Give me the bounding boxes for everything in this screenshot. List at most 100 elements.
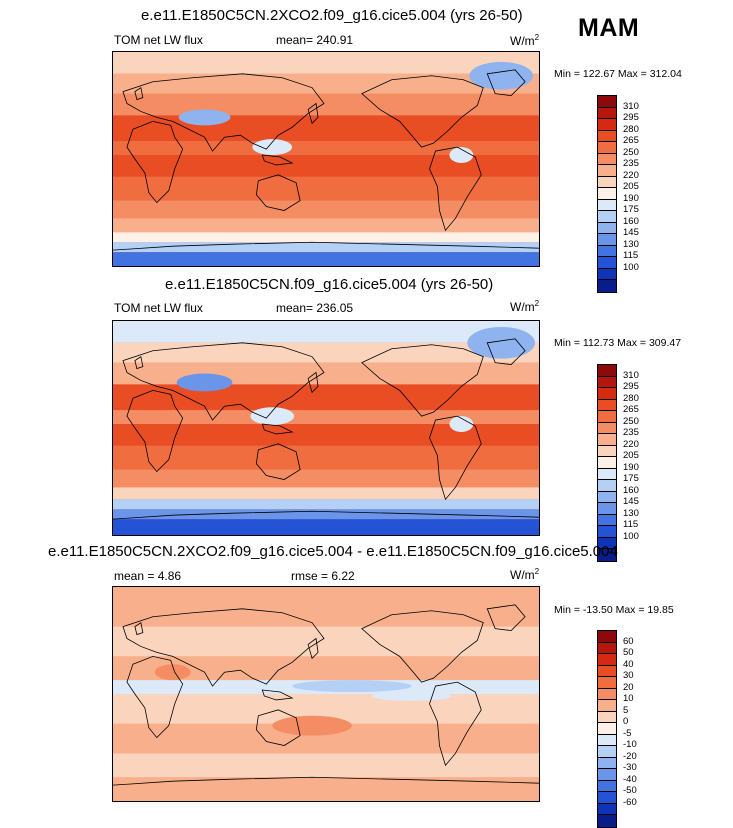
panel1-units: W/m2 <box>510 33 540 48</box>
field-patch <box>154 664 191 681</box>
colorbar-swatch <box>598 723 616 735</box>
field-patch <box>252 139 293 156</box>
colorbar-swatch <box>598 457 616 469</box>
colorbar-swatch <box>598 688 616 700</box>
colorbar-tick-label: 310 <box>623 369 639 381</box>
colorbar-swatch <box>598 468 616 480</box>
field-band <box>113 509 539 520</box>
field-band <box>113 469 539 488</box>
field-band <box>113 73 539 94</box>
coastline <box>261 154 294 166</box>
colorbar-swatch <box>598 514 616 526</box>
colorbar-tick-label: 5 <box>623 704 629 716</box>
colorbar-tick-label: -30 <box>623 762 637 773</box>
colorbar-swatch <box>598 142 616 154</box>
colorbar-tick-label: 160 <box>623 215 639 227</box>
colorbar-tick-label: 310 <box>623 100 639 112</box>
colorbar-swatch <box>598 746 616 758</box>
coastline <box>122 73 325 152</box>
colorbar-tick-label: -50 <box>623 785 637 796</box>
field-band <box>113 200 539 219</box>
field-band <box>113 155 539 177</box>
coastline <box>134 356 144 370</box>
field-patch <box>250 407 295 426</box>
colorbar-tick-label: -40 <box>623 773 637 785</box>
colorbar-swatch <box>598 445 616 457</box>
panel2-variable-label: TOM net LW flux <box>114 301 203 315</box>
colorbar-swatch <box>598 480 616 492</box>
colorbar-tick-label: 115 <box>623 250 639 261</box>
colorbar-tick-label: 250 <box>623 415 639 427</box>
coastline <box>255 709 301 746</box>
colorbar-tick-label: 220 <box>623 169 639 181</box>
colorbar-tick-label: 145 <box>623 227 639 238</box>
field-patch <box>178 109 231 126</box>
panel1-mean-label: mean= 240.91 <box>276 33 354 47</box>
colorbar-tick-label: 50 <box>623 647 634 658</box>
field-band <box>113 321 539 343</box>
coastline <box>307 637 319 660</box>
colorbar-tick-label: 220 <box>623 438 639 450</box>
colorbar-tick-label: 160 <box>623 484 639 496</box>
colorbar-swatch <box>598 188 616 200</box>
coastline <box>486 604 526 632</box>
colorbar-tick-label: 190 <box>623 461 639 473</box>
colorbar-tick-label: 235 <box>623 158 639 169</box>
colorbar-swatch <box>598 549 616 561</box>
field-band <box>113 487 539 500</box>
coastline <box>361 344 484 417</box>
field-band <box>113 445 539 470</box>
colorbar-tick-label: 115 <box>623 519 639 530</box>
colorbar-swatch <box>598 734 616 746</box>
colorbar-swatch <box>598 280 616 292</box>
coastline <box>113 510 539 520</box>
coastline <box>307 102 319 125</box>
panel3-mean-label: mean = 4.86 <box>114 569 182 583</box>
colorbar-tick-label: 130 <box>623 238 639 250</box>
colorbar-tick-label: 30 <box>623 670 634 681</box>
coastline <box>486 338 526 366</box>
field-band <box>113 410 539 425</box>
colorbar-tick-label: 10 <box>623 693 634 704</box>
panel1-title: e.e11.E1850C5CN.2XCO2.f09_g16.cice5.004 … <box>141 7 523 24</box>
coastline <box>113 776 539 786</box>
field-band <box>113 115 539 142</box>
colorbar-swatch <box>598 245 616 257</box>
colorbar-swatch <box>598 222 616 234</box>
field-band <box>113 176 539 201</box>
colorbar-swatch <box>598 792 616 804</box>
coastline <box>134 87 144 101</box>
colorbar-swatch <box>598 199 616 211</box>
colorbar-tick-label: 280 <box>623 392 639 404</box>
colorbar-tick-label: 250 <box>623 146 639 158</box>
coastline <box>261 689 294 701</box>
field-patch <box>272 715 352 736</box>
colorbar-tick-label: 280 <box>623 123 639 135</box>
coastline <box>134 622 144 636</box>
panel2-units: W/m2 <box>510 299 540 314</box>
coastline <box>126 389 184 473</box>
colorbar-swatch <box>598 234 616 246</box>
colorbar-tick-label: 265 <box>623 135 639 146</box>
panel2-mean-label: mean= 236.05 <box>276 301 354 315</box>
colorbar-tick-label: 265 <box>623 404 639 415</box>
colorbar-swatch <box>598 388 616 400</box>
colorbar-tick-label: 175 <box>623 204 639 215</box>
coastline <box>361 75 484 148</box>
coastline <box>122 608 325 687</box>
field-patch <box>449 416 474 432</box>
colorbar-swatch <box>598 130 616 142</box>
colorbar-tick-label: 145 <box>623 496 639 507</box>
colorbar-swatch <box>598 365 616 377</box>
colorbar-tick-label: 295 <box>623 381 639 392</box>
field-patch <box>176 373 233 392</box>
colorbar-tick-label: 60 <box>623 635 634 647</box>
panel3-title: e.e11.E1850C5CN.2XCO2.f09_g16.cice5.004 … <box>48 543 618 560</box>
colorbar-tick-label: -20 <box>623 750 637 762</box>
colorbar-swatch <box>598 107 616 119</box>
colorbar-tick-label: 190 <box>623 192 639 204</box>
colorbar-swatch <box>598 642 616 654</box>
panel3-units: W/m2 <box>510 567 540 582</box>
colorbar-swatch <box>598 700 616 712</box>
panel3-map <box>112 586 540 802</box>
